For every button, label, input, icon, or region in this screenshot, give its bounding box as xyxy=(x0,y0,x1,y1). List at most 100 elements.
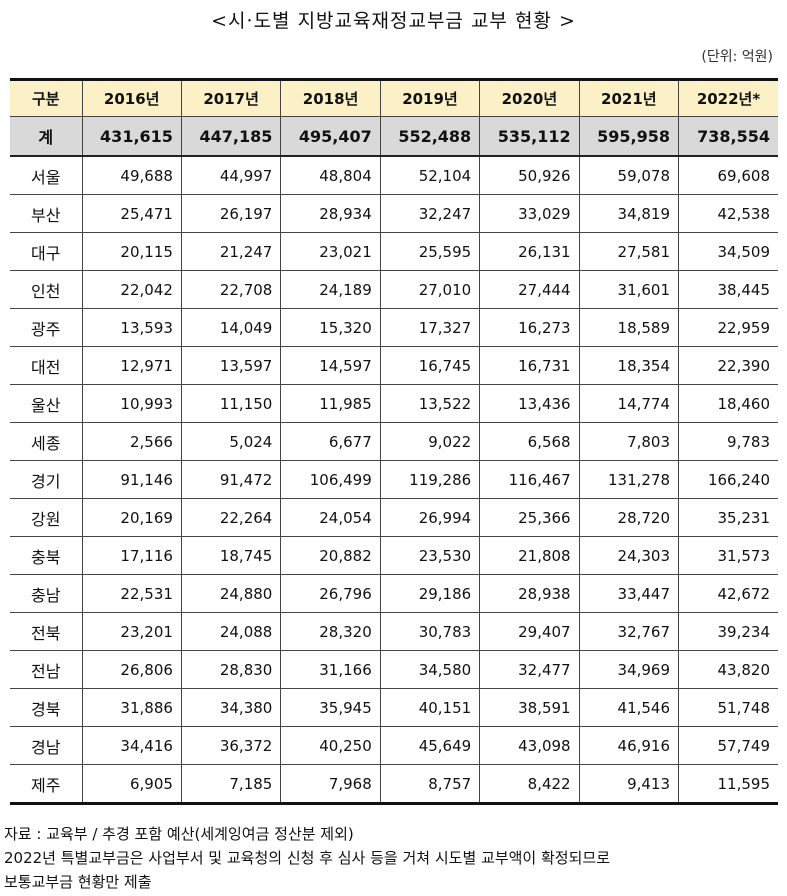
table-cell: 20,882 xyxy=(280,536,381,575)
column-header: 구분 xyxy=(10,79,83,117)
table-cell: 45,649 xyxy=(379,726,481,765)
table-cell: 14,774 xyxy=(578,384,680,423)
table-cell: 38,591 xyxy=(479,688,580,727)
unit-label: (단위: 억원) xyxy=(701,49,773,65)
table-cell: 6,905 xyxy=(81,764,182,805)
table-cell: 33,029 xyxy=(479,194,580,233)
footnotes: 자료 : 교육부 / 추경 포함 예산(세계잉여금 정산분 제외) 2022년 … xyxy=(4,822,610,894)
table-cell: 38,445 xyxy=(678,270,778,309)
page-title: <시·도별 지방교육재정교부금 교부 현황 > xyxy=(211,10,576,32)
table-cell: 28,320 xyxy=(280,612,381,651)
table-cell: 18,745 xyxy=(180,536,282,575)
row-label: 전북 xyxy=(10,612,83,651)
table-row: 부산 25,471 26,197 28,934 32,247 33,029 34,819 42… xyxy=(10,194,778,233)
table-cell: 22,390 xyxy=(678,346,778,385)
table-cell: 48,804 xyxy=(280,155,381,195)
table-cell: 16,731 xyxy=(479,346,580,385)
table-cell: 13,522 xyxy=(379,384,481,423)
row-label: 계 xyxy=(10,116,83,157)
table-cell: 22,264 xyxy=(180,498,282,537)
table-cell: 51,748 xyxy=(678,688,778,727)
table-cell: 24,088 xyxy=(180,612,282,651)
table-row: 제주 6,905 7,185 7,968 8,757 8,422 9,413 11,595 xyxy=(10,764,778,805)
table-cell: 33,447 xyxy=(578,574,680,613)
table-cell: 5,024 xyxy=(180,422,282,461)
table-cell: 10,993 xyxy=(81,384,182,423)
table-cell: 28,720 xyxy=(578,498,680,537)
table-cell: 24,303 xyxy=(578,536,680,575)
row-label: 경남 xyxy=(10,726,83,765)
table-cell: 14,597 xyxy=(280,346,381,385)
table-cell: 25,595 xyxy=(379,232,481,271)
table-cell: 495,407 xyxy=(280,116,381,157)
table-cell: 11,150 xyxy=(180,384,282,423)
table-cell: 22,959 xyxy=(678,308,778,347)
table-cell: 52,104 xyxy=(379,155,481,195)
table-cell: 16,745 xyxy=(379,346,481,385)
table-cell: 34,580 xyxy=(379,650,481,689)
table-cell: 50,926 xyxy=(479,155,580,195)
table-cell: 32,247 xyxy=(379,194,481,233)
row-label: 충남 xyxy=(10,574,83,613)
table-cell: 39,234 xyxy=(678,612,778,651)
column-header: 2017년 xyxy=(180,79,282,117)
table-cell: 738,554 xyxy=(678,116,778,157)
table-cell: 13,436 xyxy=(479,384,580,423)
table-cell: 20,115 xyxy=(81,232,182,271)
table-cell: 34,819 xyxy=(578,194,680,233)
table-row: 울산 10,993 11,150 11,985 13,522 13,436 14,774 18… xyxy=(10,384,778,423)
row-label: 대구 xyxy=(10,232,83,271)
table-cell: 23,530 xyxy=(379,536,481,575)
row-label: 강원 xyxy=(10,498,83,537)
table-cell: 11,595 xyxy=(678,764,778,805)
table-cell: 8,422 xyxy=(479,764,580,805)
table-cell: 29,407 xyxy=(479,612,580,651)
table-cell: 43,820 xyxy=(678,650,778,689)
table-cell: 91,472 xyxy=(180,460,282,499)
table-cell: 24,189 xyxy=(280,270,381,309)
table-cell: 40,151 xyxy=(379,688,481,727)
row-label: 세종 xyxy=(10,422,83,461)
table-row: 광주 13,593 14,049 15,320 17,327 16,273 18,589 22… xyxy=(10,308,778,347)
table-row: 전남 26,806 28,830 31,166 34,580 32,477 34,969 43… xyxy=(10,650,778,689)
table-cell: 26,806 xyxy=(81,650,182,689)
table-row: 대전 12,971 13,597 14,597 16,745 16,731 18,354 22… xyxy=(10,346,778,385)
table-cell: 34,969 xyxy=(578,650,680,689)
table-cell: 106,499 xyxy=(280,460,381,499)
header-row: 구분 2016년 2017년 2018년 2019년 2020년 2021년 2… xyxy=(10,79,778,117)
row-label: 충북 xyxy=(10,536,83,575)
column-header: 2019년 xyxy=(379,79,481,117)
table-cell: 42,672 xyxy=(678,574,778,613)
footnote-line: 2022년 특별교부금은 사업부서 및 교육청의 신청 후 심사 등을 거쳐 시… xyxy=(4,849,610,867)
grant-table: 구분 2016년 2017년 2018년 2019년 2020년 2021년 2… xyxy=(10,78,778,805)
table-cell: 14,049 xyxy=(180,308,282,347)
table-cell: 28,934 xyxy=(280,194,381,233)
table-cell: 23,201 xyxy=(81,612,182,651)
table-cell: 40,250 xyxy=(280,726,381,765)
table-cell: 35,945 xyxy=(280,688,381,727)
table-cell: 25,471 xyxy=(81,194,182,233)
table-cell: 57,749 xyxy=(678,726,778,765)
table-cell: 22,531 xyxy=(81,574,182,613)
table-cell: 7,185 xyxy=(180,764,282,805)
table-cell: 552,488 xyxy=(379,116,481,157)
table-cell: 32,767 xyxy=(578,612,680,651)
row-label: 울산 xyxy=(10,384,83,423)
table-cell: 25,366 xyxy=(479,498,580,537)
table-cell: 26,994 xyxy=(379,498,481,537)
table-cell: 21,247 xyxy=(180,232,282,271)
column-header: 2018년 xyxy=(280,79,381,117)
table-row: 충북 17,116 18,745 20,882 23,530 21,808 24,303 31… xyxy=(10,536,778,575)
table-cell: 34,380 xyxy=(180,688,282,727)
table-cell: 535,112 xyxy=(479,116,580,157)
column-header: 2021년 xyxy=(578,79,680,117)
table-cell: 18,589 xyxy=(578,308,680,347)
table-cell: 9,413 xyxy=(578,764,680,805)
table-cell: 11,985 xyxy=(280,384,381,423)
table-cell: 26,796 xyxy=(280,574,381,613)
table-row: 서울 49,688 44,997 48,804 52,104 50,926 59,078 69… xyxy=(10,155,778,195)
table-cell: 42,538 xyxy=(678,194,778,233)
column-header: 2016년 xyxy=(81,79,182,117)
table-cell: 131,278 xyxy=(578,460,680,499)
table-cell: 31,601 xyxy=(578,270,680,309)
